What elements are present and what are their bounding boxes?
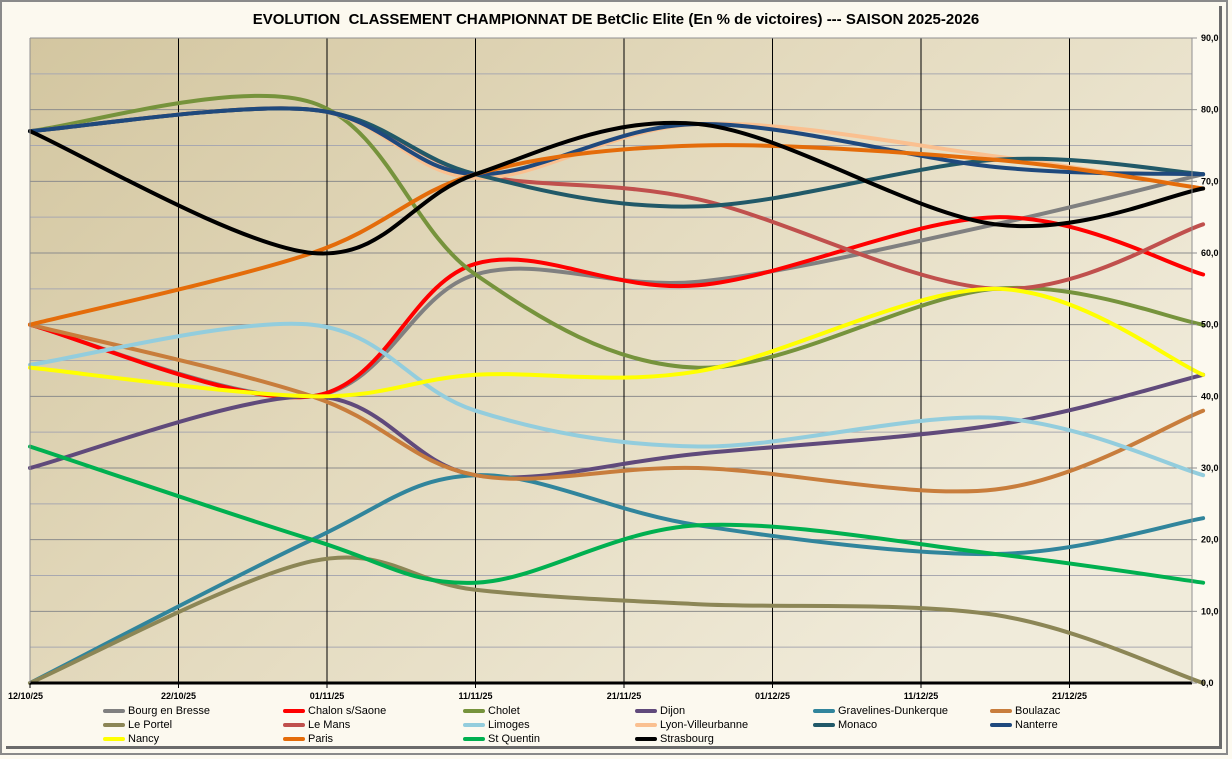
legend-swatch xyxy=(103,736,125,741)
legend-item: Le Portel xyxy=(103,718,172,731)
legend-item: Strasbourg xyxy=(635,732,714,745)
series-line-st-quentin xyxy=(28,444,1206,585)
x-tick-label: 12/10/25 xyxy=(8,691,43,701)
legend-item: Lyon-Villeurbanne xyxy=(635,718,748,731)
legend-swatch xyxy=(990,708,1012,713)
legend-label: Chalon s/Saone xyxy=(308,704,387,717)
series-line-boulazac xyxy=(28,322,1206,494)
x-tick-label: 21/11/25 xyxy=(607,691,642,701)
legend-swatch xyxy=(463,736,485,741)
legend-swatch xyxy=(635,736,657,741)
x-tick-label: 21/12/25 xyxy=(1052,691,1087,701)
y-tick-label: 60,0 xyxy=(1201,248,1219,258)
legend-item: St Quentin xyxy=(463,732,540,745)
series-line-paris xyxy=(28,143,1206,327)
legend-item: Cholet xyxy=(463,704,520,717)
legend: Bourg en Bresse Chalon s/Saone Cholet Dijon… xyxy=(0,704,1232,750)
legend-item: Bourg en Bresse xyxy=(103,704,210,717)
legend-item: Monaco xyxy=(813,718,877,731)
legend-label: Le Mans xyxy=(308,718,351,731)
legend-label: Gravelines-Dunkerque xyxy=(838,704,949,717)
legend-label: Dijon xyxy=(660,704,686,717)
x-tick-label: 11/12/25 xyxy=(904,691,939,701)
x-tick-label: 11/11/25 xyxy=(458,691,492,701)
series-line-le-portel xyxy=(28,555,1206,685)
legend-swatch xyxy=(283,722,305,727)
legend-label: Strasbourg xyxy=(660,732,714,745)
series-line-dijon xyxy=(28,372,1206,480)
legend-swatch xyxy=(463,722,485,727)
y-tick-label: 40,0 xyxy=(1201,391,1219,401)
legend-label: Bourg en Bresse xyxy=(128,704,210,717)
legend-item: Paris xyxy=(283,732,333,745)
legend-label: Nancy xyxy=(128,732,160,745)
y-tick-label: 90,0 xyxy=(1201,33,1219,43)
legend-label: Monaco xyxy=(838,718,878,731)
series-line-limoges xyxy=(28,321,1206,478)
y-tick-label: 10,0 xyxy=(1201,606,1219,616)
legend-swatch xyxy=(813,722,835,727)
legend-label: Nanterre xyxy=(1015,718,1058,731)
legend-item: Dijon xyxy=(635,704,685,717)
legend-swatch xyxy=(103,722,125,727)
legend-label: Limoges xyxy=(488,718,530,731)
axes: 0,0 10,0 20,0 30,0 40,0 50,0 60,0 70,0 80,0 90,0 1… xyxy=(8,33,1219,701)
legend-item: Limoges xyxy=(463,718,530,731)
legend-item: Le Mans xyxy=(283,718,350,731)
legend-label: St Quentin xyxy=(488,732,540,745)
legend-swatch xyxy=(463,708,485,713)
legend-swatch xyxy=(813,708,835,713)
y-tick-label: 0,0 xyxy=(1201,678,1214,688)
legend-swatch xyxy=(990,722,1012,727)
series-line-nancy xyxy=(28,286,1206,399)
series-layer xyxy=(28,93,1206,685)
y-tick-label: 80,0 xyxy=(1201,105,1219,115)
y-tick-label: 50,0 xyxy=(1201,320,1219,330)
legend-label: Le Portel xyxy=(128,718,173,731)
series-line-gravelines-dunkerque xyxy=(28,473,1206,685)
legend-swatch xyxy=(635,722,657,727)
chart-title: EVOLUTION CLASSEMENT CHAMPIONNAT DE BetC… xyxy=(252,11,980,28)
legend-item: Boulazac xyxy=(990,704,1060,717)
series-line-nanterre xyxy=(28,106,1206,177)
x-tick-label: 22/10/25 xyxy=(161,691,196,701)
legend-swatch xyxy=(283,736,305,741)
legend-item: Chalon s/Saone xyxy=(283,704,386,717)
legend-swatch xyxy=(103,708,125,713)
legend-swatch xyxy=(635,708,657,713)
legend-label: Boulazac xyxy=(1015,704,1061,717)
y-tick-label: 70,0 xyxy=(1201,176,1219,186)
legend-label: Cholet xyxy=(488,704,520,717)
legend-swatch xyxy=(283,708,305,713)
legend-label: Paris xyxy=(308,732,334,745)
legend-item: Nanterre xyxy=(990,718,1058,731)
series-line-strasbourg xyxy=(28,120,1206,256)
x-tick-label: 01/12/25 xyxy=(755,691,790,701)
legend-item: Gravelines-Dunkerque xyxy=(813,704,948,717)
x-tick-label: 01/11/25 xyxy=(310,691,345,701)
y-tick-label: 30,0 xyxy=(1201,463,1219,473)
legend-item: Nancy xyxy=(103,732,159,745)
legend-label: Lyon-Villeurbanne xyxy=(660,718,749,731)
y-tick-label: 20,0 xyxy=(1201,535,1219,545)
